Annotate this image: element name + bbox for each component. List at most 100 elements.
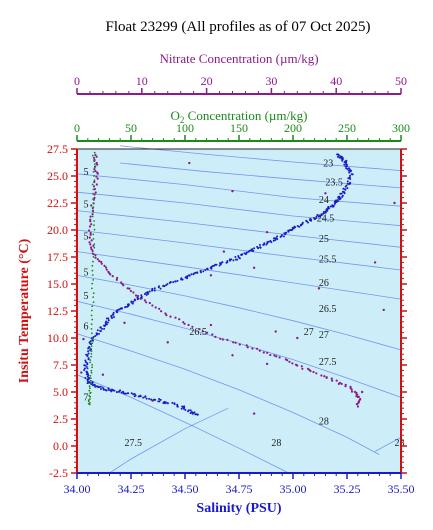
salinity-point [87,350,90,353]
nitrate-point [88,236,91,239]
outlier-point [382,308,385,312]
salinity-point [199,269,202,272]
nitrate-point [91,213,94,216]
nitrate-point [309,369,312,373]
salinity-point [105,389,108,392]
nitrate-point [104,266,108,269]
salinity-point [167,402,169,405]
salinity-point [232,259,235,262]
oxygen-point [93,151,96,154]
nitrate-point [251,347,254,350]
isopycnal-label: 28 [319,416,329,427]
nitrate-point [90,246,93,249]
nitrate-point [356,405,360,408]
oxygen-point [88,389,91,392]
salinity-point [99,385,102,388]
nitrate-point [273,354,276,357]
salinity-point [272,237,275,240]
y-tick-label: 2.5 [53,412,68,426]
outlier-point [222,250,226,253]
nitrate-point [234,341,237,344]
salinity-point [124,306,127,309]
oxygen-point [89,361,91,364]
y-tick-label: 12.5 [47,304,68,318]
oxygen-point [90,369,93,372]
nitrate-point [262,351,265,354]
oxygen-point [90,345,93,347]
salinity-point [107,319,110,322]
isopycnal-line [109,407,229,474]
outlier-point [265,230,269,234]
nitrate-point [93,180,96,184]
x-axis-label: Salinity (PSU) [196,501,282,516]
oxygen-point [88,385,91,388]
oxygen-point [92,188,95,191]
outlier-point [231,189,234,193]
oxygen-point [90,350,93,353]
salinity-point [95,333,98,336]
salinity-point [180,407,183,410]
salinity-point [332,205,335,208]
salinity-point [343,163,346,166]
nitrate-point [100,262,103,265]
outlier-point [274,330,277,333]
nitrate-point [174,316,177,319]
outlier-point [82,337,85,341]
salinity-point [126,305,129,308]
salinity-point [190,273,193,276]
salinity-point [346,182,349,185]
outlier-point [317,287,321,290]
y-tick-label: 22.5 [47,196,68,210]
oxygen-point [89,395,92,398]
isopycnal-label: 6 [83,321,88,332]
salinity-point [284,233,287,236]
nitrate-point [182,321,185,324]
isopycnal-label: 27.5 [125,438,142,449]
nitrate-point [105,268,108,271]
salinity-point [258,243,261,246]
nitrate-point [111,275,114,278]
oxygen-point [93,243,96,246]
nitrate-point [169,315,172,318]
nitrate-point [115,278,118,281]
y-tick-label: 5.0 [53,385,68,399]
nitrate-point [258,349,261,352]
data-series [80,151,396,416]
isopycnal-label: 5 [83,167,88,178]
salinity-point [85,370,88,373]
top-axis-tick-label: 30 [265,74,277,88]
salinity-point [93,383,96,386]
nitrate-point [191,325,194,328]
salinity-point [337,197,340,200]
nitrate-point [88,225,92,228]
salinity-point [120,391,123,394]
isopycnal-line [76,275,402,351]
salinity-point [126,392,129,395]
x-tick-label: 34.00 [64,482,91,496]
nitrate-point [356,395,359,399]
salinity-point [340,157,343,160]
salinity-point [126,303,129,306]
nitrate-point [320,374,323,377]
nitrate-point [89,231,92,235]
nitrate-point [183,322,186,325]
oxygen-point [93,175,95,177]
oxygen-point [92,202,95,205]
oxygen-point [92,192,94,195]
salinity-point [153,398,156,401]
oxygen-point [90,328,93,330]
y-tick-label: 7.5 [53,358,68,372]
oxygen-axis-label: O2 Concentration (µm/kg) [171,108,308,125]
salinity-point [192,273,195,276]
nitrate-point [312,370,315,374]
salinity-point [313,218,316,221]
nitrate-point [96,163,99,166]
isopycnal-line [76,333,380,455]
salinity-point [282,235,285,238]
isopycnal-label: 25 [319,234,329,245]
salinity-point [184,276,187,279]
salinity-point [187,410,189,413]
nitrate-point [201,330,204,333]
salinity-point [280,235,283,238]
